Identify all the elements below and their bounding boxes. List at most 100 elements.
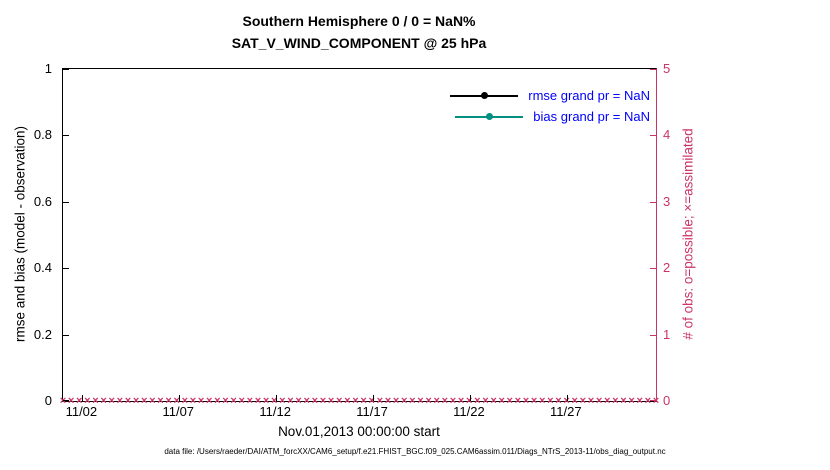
obs-assimilated-marker: × bbox=[295, 395, 302, 407]
obs-assimilated-marker: × bbox=[230, 395, 237, 407]
y-axis-right-tick-mark bbox=[650, 135, 656, 137]
obs-assimilated-marker: × bbox=[474, 395, 481, 407]
legend-entry: rmse grand pr = NaN bbox=[450, 85, 650, 106]
obs-assimilated-marker: × bbox=[514, 395, 522, 407]
y-axis-left-tick-mark bbox=[63, 135, 69, 137]
obs-assimilated-marker: × bbox=[141, 395, 148, 407]
obs-assimilated-marker: × bbox=[279, 395, 286, 407]
y-axis-left-tick-label: 0 bbox=[44, 393, 52, 408]
x-axis-tick-mark bbox=[82, 395, 84, 401]
y-axis-right-tick-label: 1 bbox=[663, 326, 671, 342]
legend-marker-dot bbox=[480, 92, 488, 99]
obs-assimilated-marker: × bbox=[59, 395, 67, 407]
obs-assimilated-marker: × bbox=[206, 395, 213, 407]
chart-title-line2: SAT_V_WIND_COMPONENT @ 25 hPa bbox=[231, 35, 487, 51]
legend-entry-label: rmse grand pr = NaN bbox=[528, 88, 650, 103]
obs-assimilated-marker: × bbox=[270, 395, 278, 407]
y-axis-left-tick-label: 1 bbox=[44, 61, 52, 76]
obs-assimilated-marker: × bbox=[433, 395, 440, 407]
chart-title-line1: Southern Hemisphere 0 / 0 = NaN% bbox=[242, 13, 476, 29]
x-axis-tick-label: 11/17 bbox=[356, 404, 388, 419]
x-axis-tick-label: 11/12 bbox=[259, 404, 291, 419]
obs-assimilated-marker: × bbox=[384, 395, 392, 407]
obs-assimilated-marker: × bbox=[539, 395, 546, 407]
obs-assimilated-marker: × bbox=[530, 395, 538, 407]
obs-assimilated-marker: × bbox=[262, 395, 270, 407]
obs-assimilated-marker: × bbox=[400, 395, 408, 407]
obs-assimilated-marker: × bbox=[604, 395, 611, 407]
obs-assimilated-marker: × bbox=[506, 395, 513, 407]
obs-assimilated-marker: × bbox=[100, 395, 107, 407]
x-axis-tick-mark bbox=[469, 395, 471, 401]
obs-assimilated-marker: × bbox=[425, 395, 432, 407]
obs-assimilated-marker: × bbox=[482, 395, 489, 407]
y-axis-left-tick-mark bbox=[63, 334, 69, 336]
obs-assimilated-marker: × bbox=[360, 395, 367, 407]
obs-assimilated-marker: × bbox=[465, 395, 473, 407]
x-axis-tick-label: 11/07 bbox=[162, 404, 195, 419]
legend-line-sample bbox=[450, 92, 519, 99]
x-axis-tick-label: 11/02 bbox=[65, 404, 98, 419]
obs-assimilated-marker: × bbox=[441, 395, 448, 407]
legend-marker-dot bbox=[485, 113, 493, 120]
obs-assimilated-marker: × bbox=[571, 395, 578, 407]
obs-assimilated-marker: × bbox=[84, 395, 91, 407]
y-axis-left-tick-mark bbox=[63, 400, 69, 401]
obs-assimilated-marker: × bbox=[449, 395, 457, 407]
y-axis-right-tick-mark bbox=[650, 334, 656, 336]
obs-assimilated-marker: × bbox=[612, 395, 619, 407]
obs-assimilated-marker: × bbox=[287, 395, 294, 407]
x-axis-tick-mark bbox=[566, 395, 568, 401]
x-axis-tick-mark bbox=[179, 395, 181, 401]
obs-assimilated-marker: × bbox=[563, 395, 570, 407]
obs-assimilated-marker: × bbox=[392, 395, 400, 407]
y-axis-left-tick-labels: 1 0.8 0.6 0.4 0.2 0 bbox=[0, 61, 56, 408]
obs-assimilated-marker: × bbox=[498, 395, 505, 407]
y-axis-right-tick-mark bbox=[650, 400, 656, 401]
x-axis-tick-label: 11/27 bbox=[550, 404, 582, 419]
obs-assimilated-marker: × bbox=[165, 395, 172, 407]
y-axis-left-tick-label: 0.2 bbox=[33, 326, 52, 342]
obs-assimilated-marker: × bbox=[108, 395, 115, 407]
obs-assimilated-marker: × bbox=[595, 395, 603, 407]
obs-assimilated-marker: × bbox=[628, 395, 635, 407]
obs-assimilated-marker: × bbox=[67, 395, 75, 407]
legend: rmse grand pr = NaN bias grand pr = NaN bbox=[450, 85, 650, 127]
obs-assimilated-marker: × bbox=[254, 395, 262, 407]
obs-assimilated-marker: × bbox=[587, 395, 595, 407]
obs-assimilated-marker: × bbox=[652, 395, 660, 407]
y-axis-left-tick-mark bbox=[63, 201, 69, 203]
obs-assimilated-marker: × bbox=[376, 395, 384, 407]
obs-assimilated-marker: × bbox=[490, 395, 497, 407]
obs-assimilated-marker: × bbox=[303, 395, 310, 407]
y-axis-right-tick-label: 5 bbox=[663, 61, 671, 76]
plot-area: × × × × × × × × × × × × × × × × × × × × × × × × × × × × × × × × × × × × × × × ×… bbox=[60, 68, 659, 407]
y-axis-right-tick-mark bbox=[650, 201, 656, 203]
x-axis-tick-mark bbox=[373, 395, 375, 401]
obs-assimilated-marker: × bbox=[124, 395, 132, 407]
obs-assimilated-marker: × bbox=[311, 395, 319, 407]
y-axis-left-tick-label: 0.8 bbox=[33, 127, 52, 143]
y-axis-right-tick-labels: 5 4 3 2 1 0 bbox=[661, 61, 697, 408]
data-file-caption: data file: /Users/raeder/DAI/ATM_forcXX/… bbox=[164, 447, 666, 456]
x-axis-tick-mark bbox=[276, 395, 278, 401]
y-axis-right-tick-mark bbox=[650, 268, 656, 270]
obs-assimilated-marker: × bbox=[214, 395, 221, 407]
y-axis-left-tick-label: 0.4 bbox=[33, 260, 52, 276]
obs-assimilated-marker: × bbox=[173, 395, 180, 407]
obs-assimilated-marker: × bbox=[222, 395, 229, 407]
y-axis-right-tick-label: 2 bbox=[663, 260, 671, 276]
obs-assimilated-marker: × bbox=[76, 395, 83, 407]
obs-assimilated-marker: × bbox=[368, 395, 375, 407]
obs-assimilated-marker: × bbox=[547, 395, 554, 407]
obs-assimilated-marker: × bbox=[417, 395, 424, 407]
obs-assimilated-marker: × bbox=[189, 395, 197, 407]
obs-assimilated-marker: × bbox=[149, 395, 156, 407]
obs-assimilated-marker: × bbox=[555, 395, 562, 407]
x-axis-tick-label: 11/22 bbox=[453, 404, 485, 419]
obs-assimilated-marker: × bbox=[457, 395, 465, 407]
y-axis-right-tick-label: 0 bbox=[663, 393, 671, 408]
obs-assimilated-marker: × bbox=[181, 395, 189, 407]
obs-assimilated-marker: × bbox=[197, 395, 205, 407]
